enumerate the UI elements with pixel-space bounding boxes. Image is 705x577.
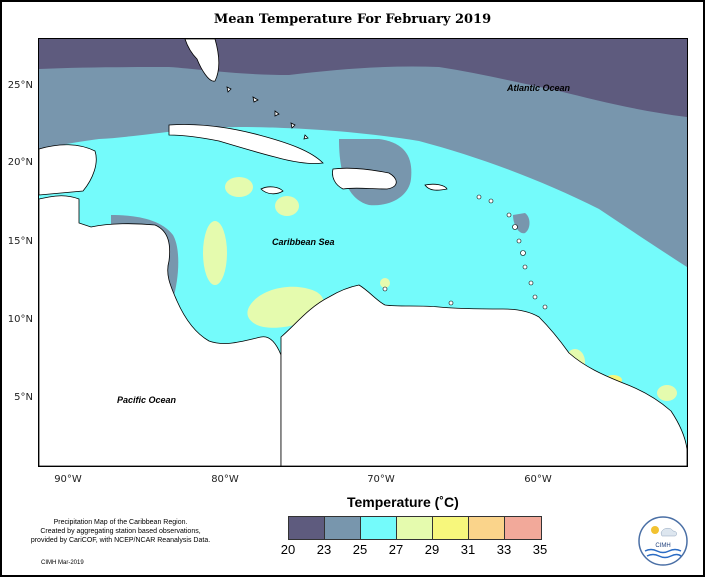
legend-swatch-31-33 — [469, 517, 505, 539]
legend-label-31: 31 — [460, 542, 476, 557]
legend-swatch-20-23 — [289, 517, 325, 539]
land-bahamas — [226, 86, 309, 140]
patch-27-29-aruba — [380, 278, 390, 288]
temperature-map: Atlantic Ocean Caribbean Sea Pacific Oce… — [38, 38, 688, 467]
patch-27-29-guiana-coast — [657, 385, 677, 401]
legend-label-20: 20 — [280, 542, 296, 557]
lesser-antilles — [382, 194, 548, 310]
band-23-25-north — [39, 39, 687, 267]
land-puerto-rico — [424, 183, 448, 191]
x-tick-60w: 60°W — [524, 474, 552, 485]
map-description: Precipitation Map of the Caribbean Regio… — [28, 518, 213, 545]
label-caribbean-sea: Caribbean Sea — [272, 237, 335, 247]
legend-swatch-23-25 — [325, 517, 361, 539]
cloud-icon — [660, 528, 677, 537]
patch-27-29-jamaica-west — [225, 177, 253, 197]
land-cuba — [168, 124, 324, 164]
credit-text: CIMH Mar-2019 — [41, 560, 84, 566]
map-title: Mean Temperature For February 2019 — [213, 12, 492, 27]
y-tick-5n: 5°N — [14, 392, 33, 403]
legend-label-25: 25 — [352, 542, 368, 557]
legend-label-33: 33 — [496, 542, 512, 557]
legend-title: Temperature (˚C) — [347, 494, 459, 510]
y-tick-15n: 15°N — [7, 236, 33, 247]
land-central-america — [39, 195, 282, 466]
legend-label-23: 23 — [316, 542, 332, 557]
sun-icon — [651, 526, 659, 534]
label-atlantic-ocean: Atlantic Ocean — [507, 83, 571, 93]
legend-swatch-27-29 — [397, 517, 433, 539]
x-tick-90w: 90°W — [54, 474, 82, 485]
legend-label-29: 29 — [424, 542, 440, 557]
map-canvas — [39, 39, 687, 466]
y-tick-10n: 10°N — [7, 314, 33, 325]
patch-27-29-jamaica-south — [275, 196, 299, 216]
x-tick-80w: 80°W — [211, 474, 239, 485]
legend-label-35: 35 — [532, 542, 548, 557]
note-line-3: provided by CariCOF, with NCEP/NCAR Rean… — [30, 537, 211, 544]
land-south-america — [280, 284, 687, 466]
note-line-2: Created by aggregating station based obs… — [40, 528, 201, 535]
land-hispaniola — [332, 167, 397, 190]
y-tick-25n: 25°N — [7, 80, 33, 91]
land-jamaica — [260, 186, 284, 195]
label-pacific-ocean: Pacific Ocean — [117, 395, 177, 405]
land-masses — [39, 39, 687, 466]
y-tick-20n: 20°N — [7, 157, 33, 168]
x-tick-70w: 70°W — [367, 474, 395, 485]
legend-swatch-33-35 — [505, 517, 541, 539]
cimh-logo: CIMH — [638, 516, 688, 566]
legend-swatch-25-27 — [361, 517, 397, 539]
note-line-1: Precipitation Map of the Caribbean Regio… — [53, 519, 188, 526]
patch-27-29-west-caribbean — [203, 221, 227, 285]
svg-text:CIMH: CIMH — [655, 543, 670, 549]
land-yucatan — [39, 144, 97, 196]
legend-label-27: 27 — [388, 542, 404, 557]
wave-icon — [644, 548, 682, 554]
legend-color-bar — [288, 516, 542, 540]
land-florida — [184, 39, 220, 82]
legend-swatch-29-31 — [433, 517, 469, 539]
